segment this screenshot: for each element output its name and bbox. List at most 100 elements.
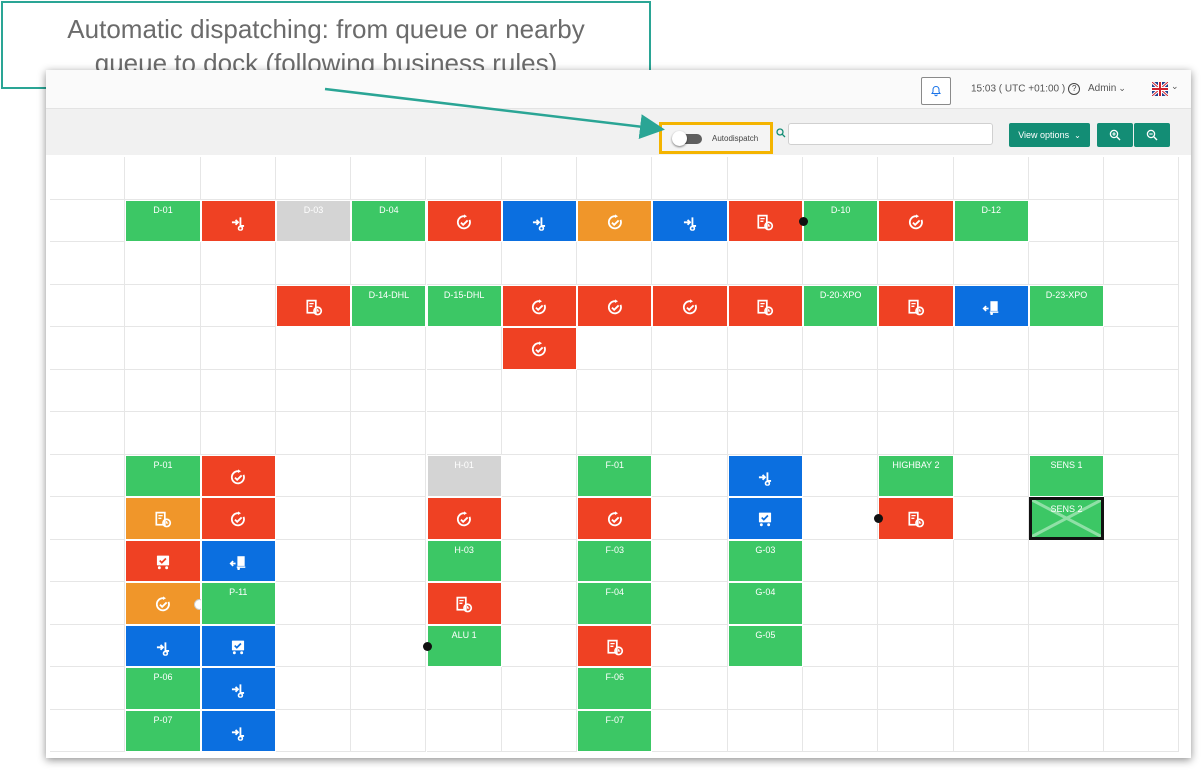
trailer-slot[interactable] (878, 199, 954, 242)
trailer-slot[interactable] (200, 667, 276, 710)
trailer-slot[interactable] (200, 497, 276, 540)
dock-slot[interactable]: ALU 1 (422, 624, 502, 667)
dock-slot[interactable]: SENS 2 (1028, 497, 1105, 540)
trailer-slot[interactable] (577, 497, 653, 540)
grid-cell (501, 582, 578, 625)
grid-cell (351, 412, 427, 455)
grid-cell (652, 582, 728, 625)
autodispatch-toggle[interactable] (672, 131, 702, 146)
grid-cell (652, 624, 728, 667)
check-progress-icon (531, 341, 548, 360)
dock-slot[interactable]: F-06 (577, 667, 653, 710)
trailer-slot[interactable] (727, 199, 803, 242)
dock-slot[interactable]: HIGHBAY 2 (878, 454, 954, 497)
zoom-out-icon (1146, 129, 1158, 141)
trailer-slot[interactable] (125, 624, 201, 667)
dock-slot[interactable]: F-04 (577, 582, 653, 625)
dock-slot[interactable]: D-14-DHL (351, 284, 427, 327)
trailer-slot[interactable] (878, 284, 954, 327)
dock-slot[interactable]: F-01 (577, 454, 653, 497)
dock-slot[interactable]: D-01 (125, 199, 201, 242)
dock-slot[interactable]: D-03 (275, 199, 352, 242)
trailer-slot[interactable] (125, 539, 201, 582)
grid-cell (50, 497, 126, 540)
help-icon[interactable]: ? (1068, 83, 1081, 95)
trailer-slot[interactable] (200, 199, 276, 242)
trailer-slot[interactable] (501, 284, 578, 327)
trailer-slot[interactable] (652, 284, 728, 327)
language-chevron-icon[interactable]: ⌄ (1171, 81, 1179, 91)
trailer-slot[interactable] (577, 624, 653, 667)
notifications-button[interactable] (921, 77, 951, 105)
grid-cell (426, 327, 502, 370)
search-input[interactable] (788, 123, 993, 145)
slot-label: D-10 (830, 204, 851, 215)
user-menu[interactable]: Admin ⌄ (1088, 83, 1126, 94)
dock-slot[interactable]: H-03 (426, 539, 502, 582)
grid-cell (125, 157, 201, 200)
trailer-slot[interactable] (426, 199, 502, 242)
status-dot (799, 216, 808, 226)
dock-slot[interactable]: D-20-XPO (803, 284, 879, 327)
trailer-slot[interactable] (200, 539, 276, 582)
dock-slot[interactable]: G-04 (727, 582, 803, 625)
dock-slot[interactable]: D-04 (351, 199, 427, 242)
dock-slot[interactable]: F-07 (577, 709, 653, 752)
trailer-slot[interactable] (275, 284, 352, 327)
dock-slot[interactable]: P-06 (125, 667, 201, 710)
trailer-slot[interactable] (501, 327, 578, 370)
grid-cell (577, 412, 653, 455)
dock-slot[interactable]: P-01 (125, 454, 201, 497)
trailer-slot[interactable] (125, 497, 201, 540)
grid-cell (1104, 624, 1180, 667)
dispatch-icon (757, 469, 774, 488)
trailer-slot[interactable] (200, 709, 276, 752)
trailer-slot[interactable] (727, 454, 803, 497)
grid-cell (652, 327, 728, 370)
dock-slot[interactable]: G-03 (727, 539, 803, 582)
trailer-slot[interactable] (200, 454, 276, 497)
grid-cell (275, 327, 352, 370)
dock-slot[interactable]: P-11 (200, 582, 276, 625)
grid-cell (803, 454, 879, 497)
grid-cell (1104, 539, 1180, 582)
grid-cell (803, 624, 879, 667)
check-progress-icon (531, 299, 548, 318)
dock-slot[interactable]: H-01 (426, 454, 502, 497)
grid-cell (501, 667, 578, 710)
view-options-button[interactable]: View options ⌄ (1009, 123, 1090, 147)
trailer-slot[interactable] (200, 624, 276, 667)
trailer-slot[interactable] (501, 199, 578, 242)
grid-cell (426, 667, 502, 710)
dock-slot[interactable]: G-05 (727, 624, 803, 667)
dock-slot[interactable]: D-15-DHL (426, 284, 502, 327)
trailer-slot[interactable] (577, 199, 653, 242)
dock-slot[interactable]: P-07 (125, 709, 201, 752)
trailer-slot[interactable] (652, 199, 728, 242)
trailer-slot[interactable] (727, 497, 803, 540)
trailer-slot[interactable] (577, 284, 653, 327)
trailer-slot[interactable] (874, 497, 954, 540)
dock-slot[interactable]: D-12 (953, 199, 1029, 242)
trailer-slot[interactable] (426, 497, 502, 540)
trailer-slot[interactable] (727, 284, 803, 327)
uk-flag-icon[interactable] (1152, 82, 1168, 96)
grid-cell (200, 242, 276, 285)
zoom-out-button[interactable] (1134, 123, 1170, 147)
trailer-slot[interactable] (953, 284, 1029, 327)
trailer-slot[interactable] (125, 582, 205, 625)
grid-cell (275, 582, 352, 625)
check-progress-icon (606, 214, 623, 233)
dock-slot[interactable]: F-03 (577, 539, 653, 582)
dock-slot[interactable]: D-10 (799, 199, 879, 242)
slot-label: D-15-DHL (443, 289, 485, 300)
slot-label: D-03 (303, 204, 324, 215)
autodispatch-label: Autodispatch (712, 134, 759, 143)
zoom-in-button[interactable] (1097, 123, 1133, 147)
trailer-slot[interactable] (426, 582, 502, 625)
dock-slot[interactable]: D-23-XPO (1028, 284, 1105, 327)
dock-slot[interactable]: SENS 1 (1028, 454, 1105, 497)
schedule-doc-icon (907, 511, 925, 530)
grid-cell (878, 412, 954, 455)
grid-cell (1028, 539, 1105, 582)
